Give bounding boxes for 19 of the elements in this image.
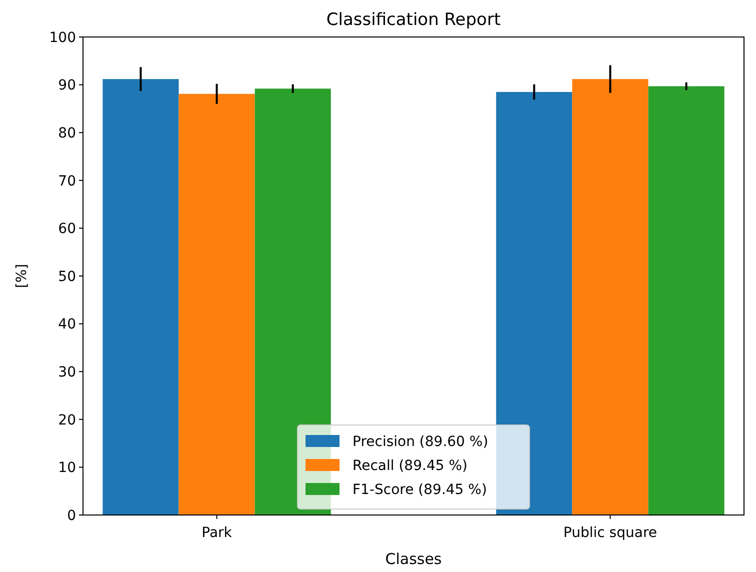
y-tick-label: 70 bbox=[58, 173, 76, 190]
y-tick-label: 30 bbox=[58, 364, 76, 380]
y-tick-label: 60 bbox=[58, 221, 76, 238]
y-tick-label: 100 bbox=[49, 30, 76, 46]
x-tick-label: Park bbox=[202, 525, 233, 541]
y-axis-title: [%] bbox=[14, 264, 30, 288]
y-tick-label: 20 bbox=[58, 412, 76, 428]
y-tick-label: 50 bbox=[58, 268, 76, 285]
chart-title: Classification Report bbox=[326, 10, 501, 30]
y-tick-label: 80 bbox=[58, 126, 76, 142]
x-axis-title: Classes bbox=[385, 550, 442, 568]
y-tick-label: 90 bbox=[58, 78, 76, 94]
legend-label: F1-Score (89.45 %) bbox=[352, 482, 487, 498]
y-tick-label: 0 bbox=[67, 508, 76, 524]
x-tick-label: Public square bbox=[563, 525, 658, 541]
legend-label: Recall (89.45 %) bbox=[352, 458, 468, 474]
legend-label: Precision (89.60 %) bbox=[352, 434, 488, 450]
y-tick-label: 10 bbox=[58, 460, 76, 476]
y-tick-label: 40 bbox=[58, 316, 76, 333]
